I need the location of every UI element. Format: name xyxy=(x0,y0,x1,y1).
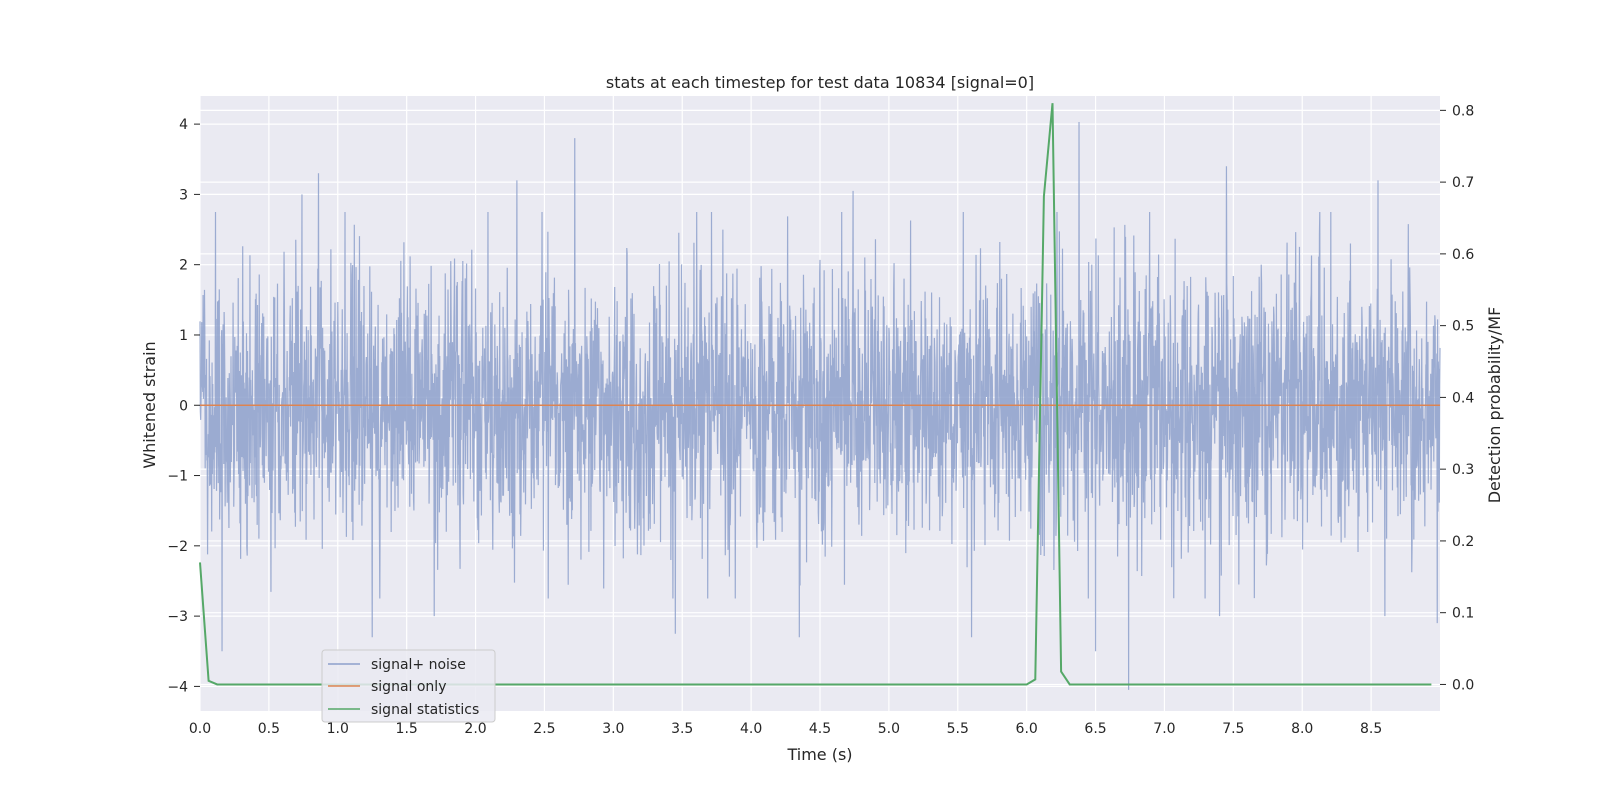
y2-tick-label: 0.3 xyxy=(1452,462,1474,478)
y2-tick-label: 0.5 xyxy=(1452,319,1474,335)
x-tick-label: 3.0 xyxy=(602,721,624,737)
legend-label-signal-noise: signal+ noise xyxy=(371,657,466,673)
x-axis-ticks: 0.0 0.5 1.0 1.5 2.0 2.5 3.0 3.5 4.0 4.5 5.0 5.5 6.0 6… xyxy=(189,721,1382,737)
y2-tick-label: 0.6 xyxy=(1452,247,1474,263)
x-tick-label: 2.0 xyxy=(464,721,486,737)
x-tick-label: 6.5 xyxy=(1084,721,1106,737)
x-tick-label: 0.0 xyxy=(189,721,211,737)
x-tick-label: 5.0 xyxy=(878,721,900,737)
x-tick-label: 5.5 xyxy=(947,721,969,737)
x-tick-label: 4.5 xyxy=(809,721,831,737)
y2-tick-label: 0.0 xyxy=(1452,677,1474,693)
legend-box xyxy=(321,649,496,723)
legend-label-signal-statistics: signal statistics xyxy=(371,702,479,718)
y-axis-ticks: 4 3 2 1 0 −1 −2 −3 −4 xyxy=(167,117,200,695)
x-tick-label: 8.5 xyxy=(1360,721,1382,737)
y2-tick-label: 0.8 xyxy=(1452,103,1474,119)
y-tick-label: −2 xyxy=(167,539,188,555)
legend-label-signal-only: signal only xyxy=(371,679,446,695)
x-tick-label: 3.5 xyxy=(671,721,693,737)
x-axis-label: Time (s) xyxy=(786,745,852,764)
y-tick-label: −1 xyxy=(167,469,188,485)
x-tick-label: 7.5 xyxy=(1222,721,1244,737)
y-tick-label: 0 xyxy=(179,398,188,414)
x-tick-label: 2.5 xyxy=(533,721,555,737)
legend: signal+ noise signal only signal statist… xyxy=(321,649,496,723)
series-signal-plus-noise xyxy=(199,122,1441,690)
y-tick-label: −3 xyxy=(167,609,188,625)
x-tick-label: 6.0 xyxy=(1016,721,1038,737)
x-tick-label: 4.0 xyxy=(740,721,762,737)
x-tick-label: 8.0 xyxy=(1291,721,1313,737)
x-tick-label: 7.0 xyxy=(1153,721,1175,737)
x-tick-label: 1.0 xyxy=(327,721,349,737)
x-tick-label: 0.5 xyxy=(258,721,280,737)
y2-tick-label: 0.7 xyxy=(1452,175,1474,191)
y2-tick-label: 0.2 xyxy=(1452,534,1474,550)
noise-line xyxy=(199,122,1441,690)
y-tick-label: −4 xyxy=(167,679,188,695)
y2-tick-label: 0.4 xyxy=(1452,390,1474,406)
y-tick-label: 1 xyxy=(179,328,188,344)
y2-axis-ticks: 0.8 0.7 0.6 0.5 0.4 0.3 0.2 0.1 0.0 xyxy=(1440,103,1474,693)
y2-tick-label: 0.1 xyxy=(1452,606,1474,622)
y-tick-label: 2 xyxy=(179,258,188,274)
y2-axis-label: Detection probability/MF xyxy=(1485,307,1504,504)
x-tick-label: 1.5 xyxy=(396,721,418,737)
series-signal-statistics xyxy=(199,103,1432,686)
y-tick-label: 4 xyxy=(179,117,188,133)
y-tick-label: 3 xyxy=(179,187,188,203)
y-axis-label: Whitened strain xyxy=(140,341,159,468)
signal-statistics-line xyxy=(199,103,1432,686)
chart-title: stats at each timestep for test data 108… xyxy=(606,73,1034,92)
